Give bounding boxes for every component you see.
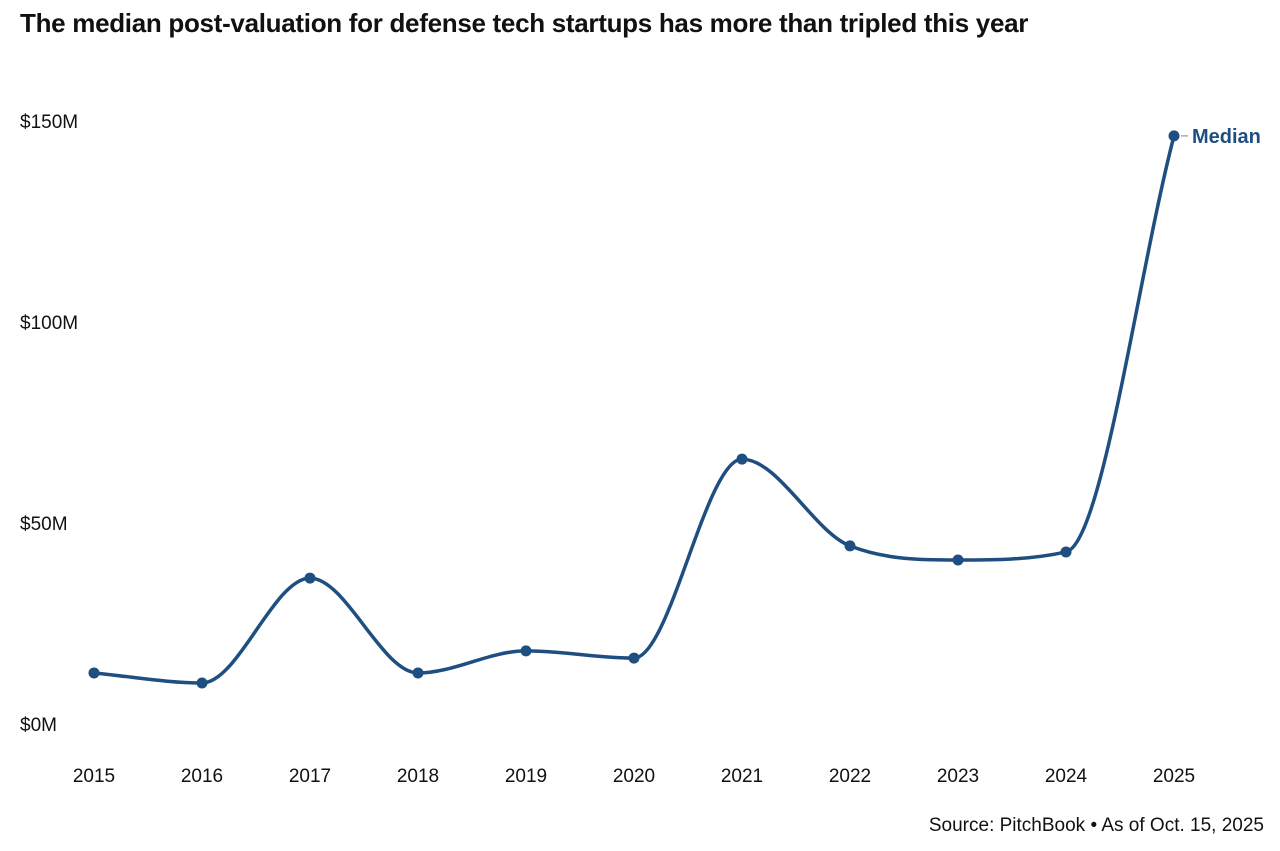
data-point [412, 667, 424, 679]
data-point [1168, 130, 1180, 142]
x-tick-label: 2020 [613, 766, 655, 787]
source-note: Source: PitchBook • As of Oct. 15, 2025 [928, 815, 1264, 836]
series-line [93, 135, 1176, 685]
x-tick-label: 2022 [829, 766, 871, 787]
data-point [520, 645, 532, 657]
data-point [736, 453, 748, 465]
data-point [844, 540, 856, 552]
x-tick-label: 2023 [937, 766, 979, 787]
x-tick-label: 2019 [505, 766, 547, 787]
x-tick-label: 2025 [1153, 766, 1195, 787]
series-label: Median [1192, 126, 1261, 148]
data-point [1060, 546, 1072, 558]
x-tick-label: 2021 [721, 766, 763, 787]
y-tick-label: $50M [20, 514, 68, 535]
y-tick-label: $0M [20, 715, 57, 736]
data-point [196, 677, 208, 689]
chart-title: The median post-valuation for defense te… [20, 8, 1029, 38]
x-tick-label: 2017 [289, 766, 331, 787]
x-tick-label: 2016 [181, 766, 223, 787]
y-tick-label: $150M [20, 112, 78, 133]
data-point [628, 652, 640, 664]
y-tick-label: $100M [20, 313, 78, 334]
data-point [952, 554, 964, 566]
x-tick-label: 2015 [73, 766, 115, 787]
data-point [304, 572, 316, 584]
data-point [88, 667, 100, 679]
x-tick-label: 2018 [397, 766, 439, 787]
x-tick-label: 2024 [1045, 766, 1088, 787]
